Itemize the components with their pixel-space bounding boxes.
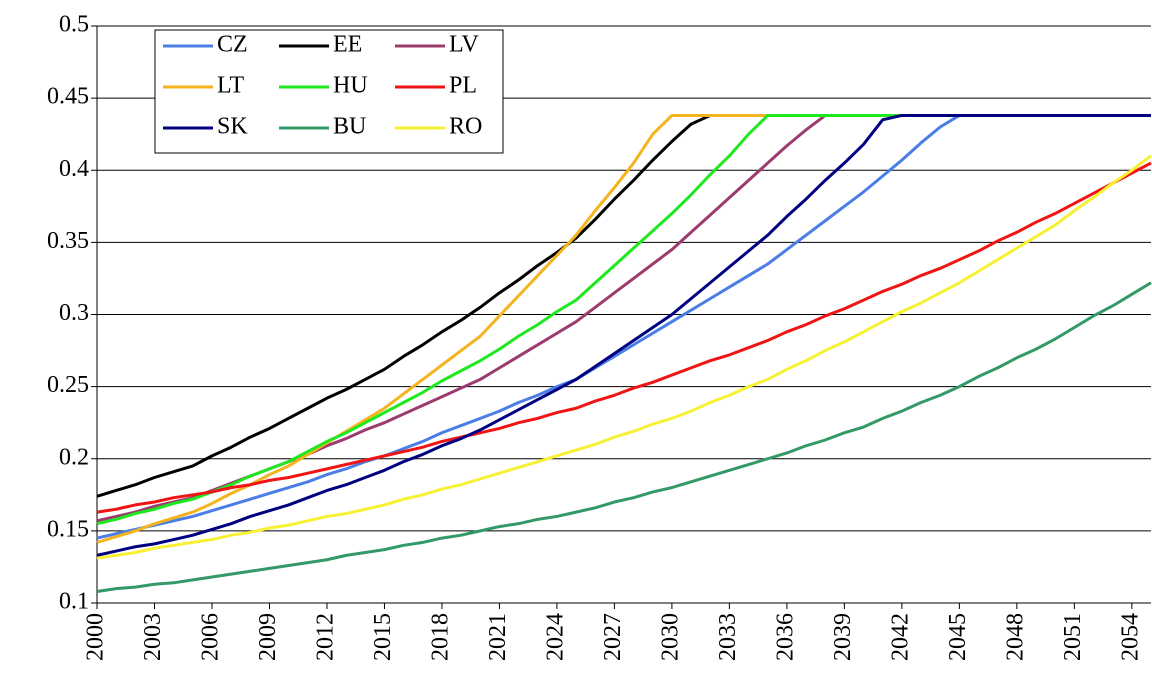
y-tick-label: 0.25 [47, 372, 89, 398]
series-line [96, 161, 1152, 514]
series-line [96, 113, 1151, 498]
legend-label: HU [333, 73, 368, 99]
legend-label: CZ [217, 32, 248, 58]
legend-label: LT [217, 73, 244, 99]
x-tick-label: 2048 [1002, 613, 1028, 661]
x-tick-label: 2018 [427, 613, 453, 661]
x-tick-label: 2027 [600, 613, 626, 661]
series-line [96, 113, 1151, 544]
x-tick-label: 2042 [887, 613, 913, 661]
x-tick-label: 2051 [1060, 613, 1086, 661]
x-tick-label: 2006 [197, 613, 223, 661]
legend-box [154, 29, 504, 154]
y-tick-label: 0.2 [59, 444, 89, 470]
series-line [96, 154, 1152, 560]
x-tick-label: 2045 [945, 613, 971, 661]
x-tick-label: 2015 [370, 613, 396, 661]
legend-label: BU [333, 114, 366, 140]
y-tick-label: 0.1 [59, 589, 89, 615]
legend-label: SK [217, 114, 248, 140]
legend-label: LV [449, 32, 479, 58]
x-tick-label: 2012 [312, 613, 338, 661]
x-tick-label: 2039 [830, 613, 856, 661]
x-tick-label: 2003 [140, 613, 166, 661]
x-tick-label: 2033 [715, 613, 741, 661]
x-tick-label: 2021 [485, 613, 511, 661]
legend-label: RO [449, 114, 482, 140]
x-tick-label: 2009 [255, 613, 281, 661]
series-line [96, 113, 1151, 557]
x-tick-label: 2024 [542, 613, 568, 661]
legend-label: PL [449, 73, 477, 99]
y-tick-label: 0.35 [47, 228, 89, 254]
x-tick-label: 2000 [83, 613, 109, 661]
y-tick-label: 0.45 [47, 84, 89, 110]
legend-label: EE [333, 32, 362, 58]
series-line [96, 281, 1152, 593]
y-tick-label: 0.15 [47, 516, 89, 542]
y-tick-label: 0.3 [59, 300, 89, 326]
y-tick-label: 0.4 [59, 156, 89, 182]
x-tick-label: 2030 [657, 613, 683, 661]
x-tick-label: 2054 [1117, 613, 1143, 661]
y-tick-label: 0.5 [59, 12, 89, 38]
x-tick-label: 2036 [772, 613, 798, 661]
